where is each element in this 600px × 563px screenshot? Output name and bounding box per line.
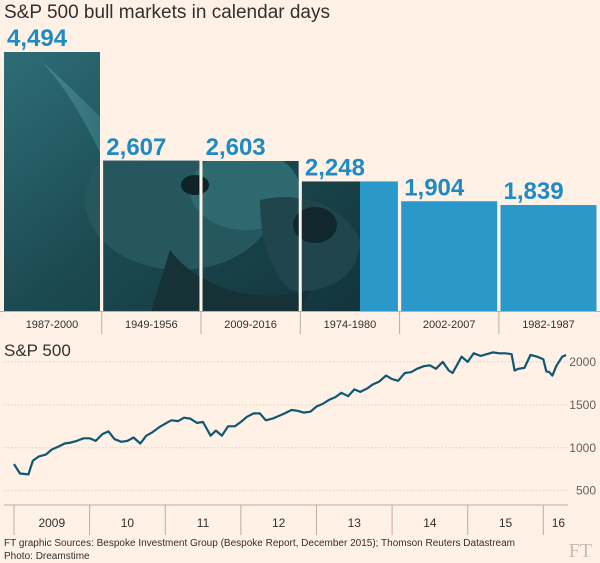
x-tick-label: 14: [423, 516, 437, 530]
category-label: 1987-2000: [26, 319, 79, 331]
photo-credit: Photo: Dreamstime: [4, 551, 90, 562]
x-tick-label: 13: [348, 516, 362, 530]
category-label: 2009-2016: [224, 319, 277, 331]
x-tick-label: 10: [121, 516, 135, 530]
value-label: 1,904: [404, 174, 465, 201]
bar-chart: 4,494 1987-2000 2,607 1949-1956 2,603 2009-20…: [0, 25, 600, 334]
category-label: 1974-1980: [324, 319, 377, 331]
x-tick-label: 16: [552, 516, 566, 530]
y-tick-label: 2000: [569, 355, 596, 369]
bar-1982-1987: [500, 205, 597, 311]
category-label: 1982-1987: [522, 319, 575, 331]
x-tick-label: 15: [499, 516, 513, 530]
series-line: [13, 351, 567, 476]
line-chart-title: S&P 500: [4, 341, 71, 360]
value-label: 2,603: [206, 134, 266, 161]
value-label: 4,494: [7, 25, 68, 52]
value-label: 1,839: [504, 178, 564, 205]
category-label: 1949-1956: [125, 319, 178, 331]
x-tick-label: 12: [272, 516, 286, 530]
bar-2002-2007: [401, 201, 498, 311]
category-label: 2002-2007: [423, 319, 476, 331]
x-tick-label: 11: [197, 516, 210, 530]
y-tick-label: 500: [576, 484, 596, 498]
line-chart: 500 1000 1500 2000 2009 10 11 12 13 14 15 16: [4, 351, 596, 535]
chart-title: S&P 500 bull markets in calendar days: [4, 2, 330, 23]
value-label: 2,248: [305, 154, 365, 181]
x-tick-label: 2009: [38, 516, 65, 530]
y-tick-label: 1000: [569, 441, 596, 455]
value-label: 2,607: [106, 134, 166, 161]
y-tick-label: 1500: [569, 398, 596, 412]
source-note: FT graphic Sources: Bespoke Investment G…: [4, 538, 515, 549]
footer: FT graphic Sources: Bespoke Investment G…: [4, 537, 515, 563]
ft-logo: FT: [568, 540, 592, 562]
